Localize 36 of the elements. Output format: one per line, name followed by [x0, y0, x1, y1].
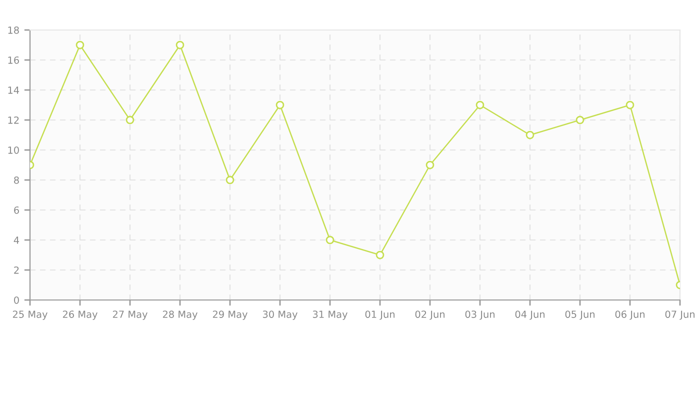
point: [576, 116, 584, 124]
point: [226, 176, 234, 184]
point: [376, 250, 384, 260]
x-tick-label: 04 Jun: [515, 310, 544, 320]
y-tick-label: 18: [8, 26, 19, 34]
point: [526, 130, 534, 140]
x-tick-label: 01 Jun: [365, 310, 394, 320]
point: [626, 100, 634, 110]
x-tick-label: 07 Jun: [665, 310, 694, 320]
y-tick-label: 6: [14, 206, 19, 214]
y-tick-label: 16: [8, 56, 19, 64]
x-tick-label: 26 May: [62, 310, 98, 320]
x-tick-label: 25 May: [12, 310, 48, 320]
point: [426, 160, 434, 170]
x-tick-label: 27 May: [112, 310, 148, 320]
point: [76, 40, 84, 50]
x-tick-label: 02 Jun: [415, 310, 444, 320]
x-tick-label: 06 Jun: [615, 310, 644, 320]
point: [176, 40, 184, 50]
x-tick-label: 05 Jun: [565, 310, 594, 320]
point: [326, 236, 334, 244]
x-tick-label: 31 May: [312, 310, 348, 320]
y-tick-label: 4: [14, 236, 20, 244]
y-tick-label: 14: [8, 86, 20, 94]
x-tick-label: 03 Jun: [465, 310, 494, 320]
x-tick-label: 28 May: [162, 310, 198, 320]
point: [126, 116, 134, 124]
y-tick-label: 0: [14, 296, 19, 304]
y-tick-label: 12: [8, 116, 19, 124]
y-tick-label: 10: [8, 146, 19, 154]
x-tick-label: 29 May: [212, 310, 248, 320]
point: [276, 100, 284, 110]
y-tick-label: 2: [14, 266, 19, 274]
point: [476, 100, 484, 110]
y-tick-label: 8: [14, 176, 19, 184]
x-tick-label: 30 May: [262, 310, 298, 320]
